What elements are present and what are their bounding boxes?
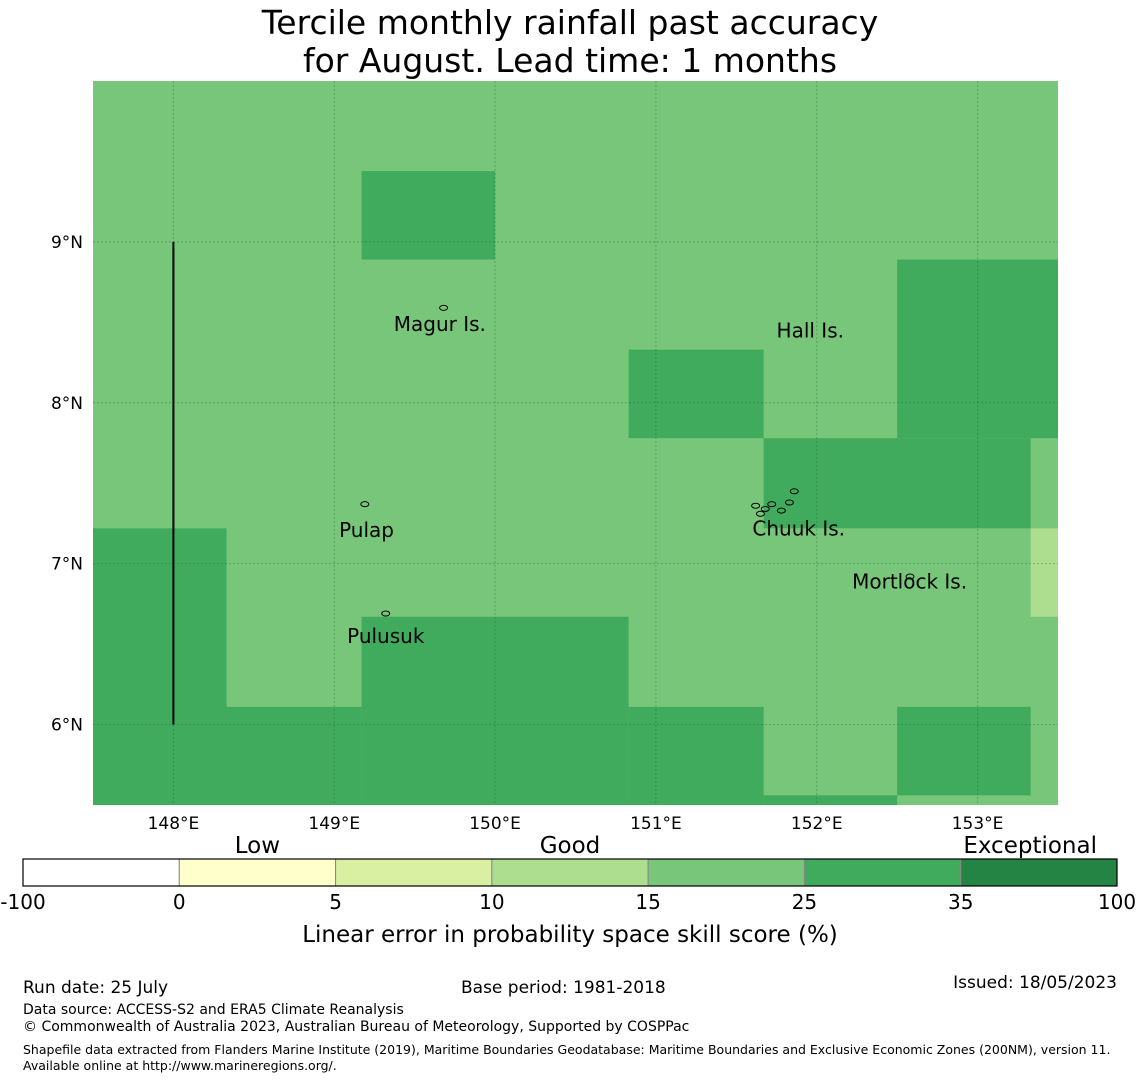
skill-cell	[763, 795, 898, 805]
colorbar-label: Linear error in probability space skill …	[302, 922, 838, 948]
run-date: Run date: 25 July	[23, 978, 169, 998]
place-label: Magur Is.	[394, 312, 486, 336]
skill-cell	[1030, 528, 1058, 617]
shapefile-credit: Shapefile data extracted from Flanders M…	[23, 1042, 1111, 1073]
latitude-tick-label: 7°N	[51, 555, 83, 575]
island-outline	[360, 501, 370, 508]
latitude-tick-label: 9°N	[51, 233, 83, 253]
skill-cell	[763, 438, 1031, 529]
island-outline	[755, 510, 765, 517]
skill-cell	[226, 706, 362, 805]
skill-cell	[897, 259, 1058, 439]
longitude-tick-label: 152°E	[791, 814, 843, 834]
colorbar-segment	[335, 858, 493, 887]
island-outline	[784, 499, 794, 506]
longitude-tick-label: 150°E	[469, 814, 521, 834]
colorbar-segments	[22, 858, 1118, 887]
colorbar-segment	[960, 858, 1118, 887]
graticule	[93, 81, 1058, 805]
colorbar-tick-label: 35	[948, 890, 973, 914]
colorbar-tick-label: 25	[792, 890, 817, 914]
place-label: Pulap	[339, 518, 394, 542]
skill-cell	[361, 171, 496, 260]
island-outline	[381, 610, 391, 617]
colorbar-segment	[178, 858, 337, 887]
skill-cell	[361, 616, 629, 805]
longitude-tick-label: 153°E	[952, 814, 1004, 834]
island-outlines	[360, 304, 915, 617]
issued-date: Issued: 18/05/2023	[953, 973, 1117, 993]
colorbar-segment	[491, 858, 649, 887]
title-line-1: Tercile monthly rainfall past accuracy	[261, 3, 879, 42]
colorbar-segment	[22, 858, 180, 887]
skill-cell	[628, 349, 764, 439]
colorbar-tick-label: 0	[173, 890, 186, 914]
colorbar-tick-label: -100	[0, 890, 45, 914]
colorbar-segment	[647, 858, 805, 887]
data-source: Data source: ACCESS-S2 and ERA5 Climate …	[23, 1002, 404, 1018]
longitude-tick-label: 149°E	[308, 814, 360, 834]
colorbar-tick-labels: -100 0 5 10 15 25 35 100	[0, 890, 1136, 914]
latitude-tick-label: 6°N	[51, 716, 83, 736]
place-labels: Magur Is. Hall Is. Pulap Chuuk Is. Mortlock …	[339, 312, 967, 648]
place-label: Pulusuk	[347, 624, 425, 648]
skill-cell	[897, 706, 1031, 796]
copyright: © Commonwealth of Australia 2023, Austra…	[23, 1019, 690, 1035]
longitude-tick-label: 151°E	[630, 814, 682, 834]
colorbar-outline	[22, 858, 1118, 887]
latitude-tick-labels: 6°N 7°N 8°N 9°N	[51, 233, 83, 736]
rainfall-accuracy-map: Magur Is. Hall Is. Pulap Chuuk Is. Mortlock …	[51, 81, 1058, 834]
colorbar-segment	[803, 858, 962, 887]
island-outline	[751, 502, 761, 509]
island-outline	[439, 304, 449, 311]
island-outline	[905, 573, 915, 580]
island-outline	[760, 505, 770, 512]
place-label: Mortlock Is.	[852, 569, 967, 593]
skill-cell	[628, 706, 764, 805]
island-outline	[789, 488, 799, 495]
map-title: Tercile monthly rainfall past accuracy f…	[0, 4, 1140, 80]
longitude-tick-labels: 148°E 149°E 150°E 151°E 152°E 153°E	[148, 814, 1004, 834]
skill-cell	[93, 528, 227, 805]
colorbar-tick-label: 15	[635, 890, 660, 914]
longitude-tick-label: 148°E	[148, 814, 200, 834]
colorbar-tick-label: 5	[329, 890, 342, 914]
latitude-tick-label: 8°N	[51, 394, 83, 414]
base-period: Base period: 1981-2018	[461, 978, 666, 998]
island-outline	[776, 507, 786, 514]
skill-cells	[93, 171, 1058, 805]
island-outline	[767, 501, 777, 508]
title-line-2: for August. Lead time: 1 months	[302, 41, 838, 80]
place-label: Chuuk Is.	[752, 516, 845, 540]
colorbar-tick-label: 100	[1098, 890, 1136, 914]
place-label: Hall Is.	[777, 318, 844, 342]
colorbar-tick-label: 10	[479, 890, 504, 914]
